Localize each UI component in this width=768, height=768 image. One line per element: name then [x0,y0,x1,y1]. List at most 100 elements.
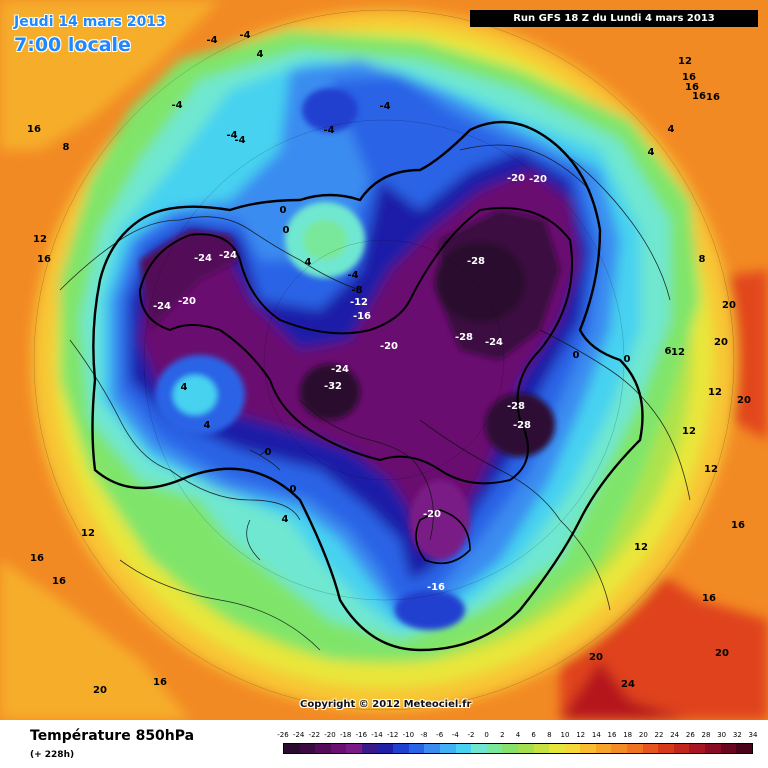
scale-tick-label: -26 [277,731,289,739]
contour-label: 16 [685,82,699,93]
scale-tick-label: 20 [638,731,648,739]
scale-tick-label: -16 [355,731,368,739]
scale-swatch [346,744,362,753]
scale-tick-label: 6 [531,731,536,739]
scale-swatch [284,744,300,753]
temperature-850hpa-map: -28-28-28-28-32-24 -24-24-24-24-20-20-20-… [0,0,768,720]
contour-label: 20 [722,300,736,311]
scale-tick-label: -2 [467,731,475,739]
contour-label: 4 [648,147,655,158]
scale-tick-label: -22 [308,731,321,739]
scale-swatch [642,744,659,753]
scale-tick-label: 14 [591,731,601,739]
contour-label: -4 [323,125,334,136]
scale-tick-label: 0 [484,731,489,739]
forecast-date: Jeudi 14 mars 2013 [14,14,166,30]
contour-label: 12 [708,387,722,398]
contour-label: -24 [153,301,171,312]
contour-label: 16 [52,576,66,587]
scale-tick-label: 24 [670,731,680,739]
contour-label: 16 [153,677,167,688]
contour-label: 20 [93,685,107,696]
scale-swatch [517,744,534,753]
scale-swatch [705,744,721,753]
contour-label: 12 [634,542,648,553]
scale-tick-label: 4 [515,731,521,739]
contour-label: 12 [81,528,95,539]
scale-swatch [564,744,581,753]
contour-label: 16 [692,91,706,102]
lead-time: (+ 228h) [30,750,75,760]
contour-label: 8 [63,142,70,153]
contour-label: 4 [305,257,312,268]
contour-label: -16 [427,582,445,593]
contour-label: 12 [678,56,692,67]
contour-label: 16 [27,124,41,135]
scale-tick-label: -6 [436,731,444,739]
scale-tick-label: 12 [576,731,586,739]
contour-label: -28 [455,332,473,343]
contour-label: -4 [226,130,237,141]
contour-label: 24 [621,679,635,690]
scale-swatch [720,744,737,753]
contour-label: 12 [704,464,718,475]
copyright-notice: Copyright © 2012 Meteociel.fr [300,699,472,710]
contour-label: -4 [171,100,182,111]
scale-tick-label: 16 [607,731,617,739]
contour-label: -24 [485,337,503,348]
scale-swatch [408,744,425,753]
contour-label: 0 [280,205,287,216]
contour-label: -24 [194,253,212,264]
scale-swatch [315,744,331,753]
scale-swatch [502,744,518,753]
scale-swatch [439,744,456,753]
contour-label: 12 [682,426,696,437]
contour-label: 4 [181,382,188,393]
contour-label: 4 [204,420,211,431]
contour-label: 20 [715,648,729,659]
contour-label: 0 [573,350,580,361]
contour-label: 16 [30,553,44,564]
contour-label: 0 [290,484,297,495]
contour-label: -28 [467,256,485,267]
temperature-field [0,0,768,720]
scale-swatch [658,744,674,753]
contour-label: 12 [671,347,685,358]
contour-label: -4 [347,270,358,281]
contour-label: 4 [282,514,289,525]
contour-label: -4 [379,101,390,112]
contour-label: 16 [706,92,720,103]
scale-swatch [580,744,596,753]
scale-swatch [471,744,487,753]
contour-label: -24 [331,364,349,375]
scale-swatch [377,744,394,753]
scale-swatch [533,744,550,753]
contour-label: -28 [513,420,531,431]
scale-tick-label: 8 [547,731,552,739]
contour-label: -8 [351,285,362,296]
contour-labels: -28-28-28-28-32-24 -24-24-24-24-20-20-20-… [27,30,751,696]
scale-tick-label: 18 [623,731,633,739]
contour-label: -20 [423,509,441,520]
scale-tick-label: 34 [748,731,758,739]
contour-label: 4 [257,49,264,60]
scale-swatch [424,744,440,753]
contour-label: 4 [668,124,675,135]
product-title: Température 850hPa [30,728,195,744]
scale-swatch [299,744,316,753]
contour-label: -20 [507,173,525,184]
scale-swatch [736,744,752,753]
contour-label: -24 [219,250,237,261]
contour-label: 16 [37,254,51,265]
isotherm-contours [91,120,644,652]
contour-label: -32 [324,381,342,392]
scale-tick-label: 2 [500,731,505,739]
contour-label: 20 [589,652,603,663]
scale-swatch [486,744,503,753]
scale-tick-label: -18 [339,731,352,739]
forecast-local-time: 7:00 locale [14,34,131,56]
contour-label: 6 [665,346,672,357]
contour-label: -4 [239,30,250,41]
contour-label: -20 [380,341,398,352]
